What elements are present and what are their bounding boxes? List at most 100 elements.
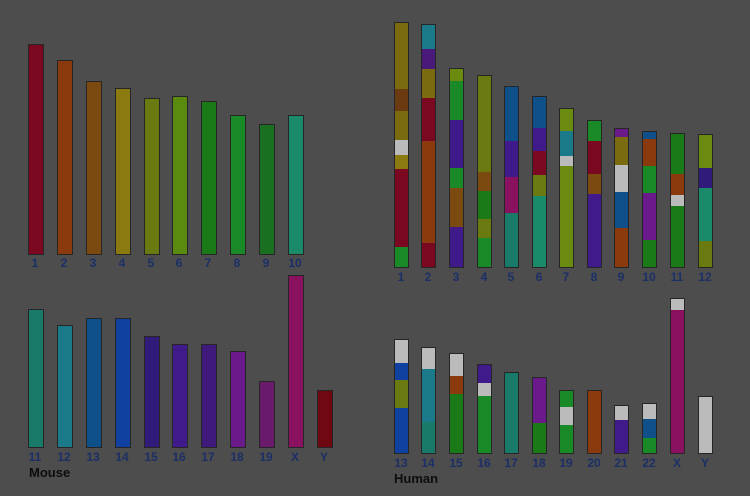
human-chromosome-13	[394, 339, 409, 454]
human-chromosome-13-segment	[395, 407, 408, 453]
human-chromosome-3-label: 3	[452, 270, 460, 284]
human-chromosome-20-segment	[588, 391, 601, 453]
human-chromosome-18-label: 18	[532, 456, 546, 470]
mouse-chromosome-10-label: 10	[288, 256, 302, 270]
human-chromosome-16-label: 16	[477, 456, 491, 470]
human-chromosome-3-segment	[450, 187, 463, 228]
human-chromosome-5-segment	[505, 177, 518, 213]
human-chromosome-11	[670, 133, 685, 268]
human-chromosome-3-segment	[450, 120, 463, 168]
human-chromosome-y	[698, 396, 713, 454]
human-chromosome-19	[559, 390, 574, 454]
human-chromosome-x	[670, 298, 685, 454]
human-chromosome-2	[421, 24, 436, 268]
human-chromosome-18	[532, 377, 547, 454]
human-chromosome-10-segment	[643, 138, 656, 166]
human-chromosome-15-segment	[450, 393, 463, 453]
human-chromosome-3-segment	[450, 168, 463, 188]
human-chromosome-13-label: 13	[394, 456, 408, 470]
human-chromosome-2-segment	[422, 141, 435, 243]
human-chromosome-5-label: 5	[507, 270, 515, 284]
mouse-chromosome-13-label: 13	[86, 450, 100, 464]
human-chromosome-7	[559, 108, 574, 268]
human-chromosome-20	[587, 390, 602, 454]
human-chromosome-7-label: 7	[562, 270, 570, 284]
human-chromosome-2-segment	[422, 242, 435, 267]
human-chromosome-22-segment	[643, 418, 656, 439]
human-chromosome-3-segment	[450, 227, 463, 267]
mouse-species-label: Mouse	[29, 465, 71, 480]
human-chromosome-15-segment	[450, 354, 463, 376]
human-chromosome-17-label: 17	[504, 456, 518, 470]
human-chromosome-2-label: 2	[424, 270, 432, 284]
human-chromosome-x-segment	[671, 299, 684, 310]
mouse-chromosome-2	[57, 60, 73, 255]
mouse-chromosome-19	[259, 381, 275, 448]
human-chromosome-4-segment	[478, 190, 491, 220]
human-chromosome-10-segment	[643, 132, 656, 139]
human-chromosome-6-segment	[533, 127, 546, 152]
human-chromosome-8-segment	[588, 194, 601, 267]
human-chromosome-12	[698, 134, 713, 268]
human-chromosome-16-segment	[478, 365, 491, 383]
human-chromosome-6-segment	[533, 195, 546, 267]
human-chromosome-2-segment	[422, 25, 435, 50]
mouse-chromosome-6-label: 6	[175, 256, 183, 270]
mouse-chromosome-1-label: 1	[31, 256, 39, 270]
human-chromosome-4-segment	[478, 219, 491, 239]
human-chromosome-11-segment	[671, 173, 684, 196]
human-chromosome-3	[449, 68, 464, 268]
human-chromosome-10-segment	[643, 165, 656, 193]
mouse-chromosome-11	[28, 309, 44, 448]
human-chromosome-1-segment	[395, 110, 408, 141]
human-chromosome-8	[587, 120, 602, 268]
mouse-chromosome-12	[57, 325, 73, 448]
mouse-chromosome-9-label: 9	[262, 256, 270, 270]
human-chromosome-y-segment	[699, 397, 712, 453]
human-chromosome-1-segment	[395, 23, 408, 89]
mouse-chromosome-9	[259, 124, 275, 255]
human-chromosome-10-segment	[643, 192, 656, 240]
mouse-chromosome-8	[230, 115, 246, 255]
human-chromosome-18-segment	[533, 423, 546, 453]
human-chromosome-19-segment	[560, 425, 573, 453]
human-chromosome-11-segment	[671, 134, 684, 174]
mouse-chromosome-7-label: 7	[204, 256, 212, 270]
mouse-chromosome-1	[28, 44, 44, 255]
human-chromosome-16-segment	[478, 382, 491, 396]
human-chromosome-10-label: 10	[642, 270, 656, 284]
human-chromosome-19-segment	[560, 391, 573, 407]
human-chromosome-9	[614, 128, 629, 268]
human-chromosome-20-label: 20	[587, 456, 601, 470]
human-chromosome-7-segment	[560, 156, 573, 166]
human-chromosome-1-segment	[395, 88, 408, 111]
human-chromosome-4-segment	[478, 171, 491, 191]
human-chromosome-2-segment	[422, 49, 435, 69]
human-chromosome-9-label: 9	[617, 270, 625, 284]
mouse-chromosome-13	[86, 318, 102, 448]
human-chromosome-1	[394, 22, 409, 268]
mouse-chromosome-17-label: 17	[201, 450, 215, 464]
human-chromosome-13-segment	[395, 379, 408, 408]
human-chromosome-11-segment	[671, 195, 684, 206]
mouse-chromosome-10	[288, 115, 304, 255]
mouse-chromosome-19-label: 19	[259, 450, 273, 464]
human-chromosome-8-segment	[588, 173, 601, 194]
human-chromosome-4-segment	[478, 238, 491, 267]
human-chromosome-18-segment	[533, 378, 546, 423]
human-chromosome-12-label: 12	[698, 270, 712, 284]
human-chromosome-x-segment	[671, 309, 684, 453]
human-chromosome-12-segment	[699, 187, 712, 241]
human-chromosome-2-segment	[422, 68, 435, 98]
mouse-chromosome-15	[144, 336, 160, 448]
human-chromosome-y-label: Y	[700, 456, 709, 470]
human-chromosome-19-segment	[560, 406, 573, 426]
mouse-chromosome-y-label: Y	[319, 450, 328, 464]
human-chromosome-7-segment	[560, 109, 573, 132]
human-chromosome-7-segment	[560, 165, 573, 267]
mouse-chromosome-4-label: 4	[118, 256, 126, 270]
human-chromosome-16-segment	[478, 395, 491, 453]
human-chromosome-14-segment	[422, 421, 435, 453]
human-chromosome-6	[532, 96, 547, 268]
human-chromosome-9-segment	[615, 192, 628, 229]
